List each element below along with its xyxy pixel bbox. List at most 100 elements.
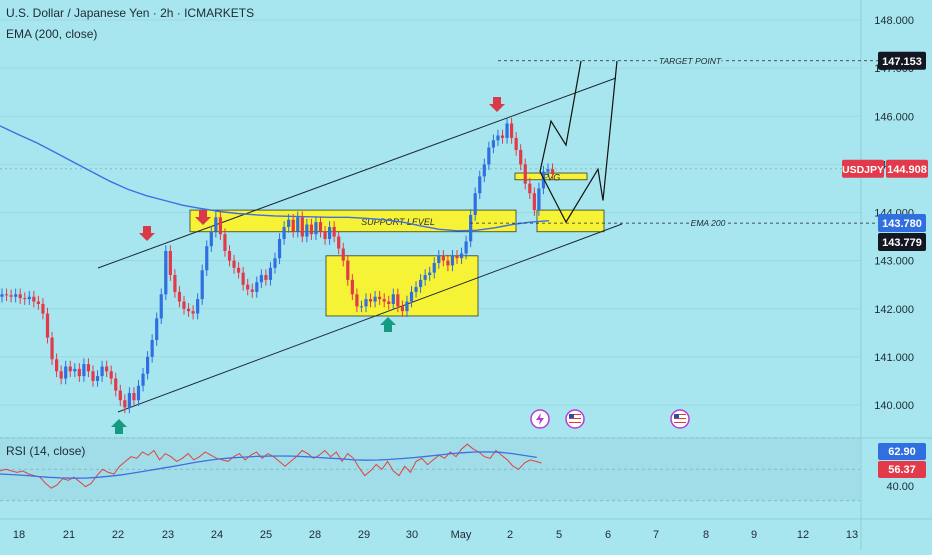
up-arrow-icon [111, 419, 127, 434]
candle-body [300, 217, 304, 237]
candle-body [77, 368, 81, 377]
rsi-tick-label: 40.00 [886, 481, 914, 493]
candle-body [387, 301, 391, 304]
candle-body [73, 368, 77, 372]
candle-body [136, 385, 141, 401]
candle-body [355, 294, 359, 307]
lightning-glyph [536, 413, 544, 425]
candle-body [296, 217, 300, 232]
price-tick-label: 141.000 [874, 352, 914, 364]
candle-body [496, 135, 500, 141]
candle-body [469, 214, 473, 242]
price-tick-label: 148.000 [874, 15, 914, 27]
candle-body [14, 294, 18, 297]
time-tick-label: 5 [556, 529, 562, 541]
candle-body [473, 193, 477, 215]
candle-body [487, 147, 491, 165]
flag-canton [569, 414, 574, 418]
channel-upper-line [97, 77, 617, 269]
candle-body [396, 294, 400, 307]
candle-body [446, 260, 450, 266]
candle-body [532, 193, 536, 211]
candle-body [186, 308, 191, 312]
price-badge-label: 143.779 [882, 237, 922, 249]
symbol-badge [842, 159, 884, 178]
candle-body [550, 169, 555, 174]
candle-body [309, 224, 313, 235]
candle-body [205, 246, 209, 271]
time-tick-label: 30 [406, 529, 418, 541]
time-tick-label: 9 [751, 529, 757, 541]
candle-body [255, 282, 259, 292]
candle-body [64, 366, 68, 379]
time-tick-label: 2 [507, 529, 513, 541]
candle-body [391, 294, 395, 304]
candle-body [218, 217, 222, 235]
candle-body [118, 390, 122, 401]
level-label: EMA 200 [691, 218, 726, 228]
candle-body [36, 301, 40, 304]
candle-body [423, 275, 427, 280]
candle-body [405, 301, 409, 312]
candle-body [82, 364, 86, 377]
candle-body [23, 298, 27, 300]
candle-body [18, 294, 22, 299]
time-tick-label: 29 [358, 529, 370, 541]
candle-body [177, 291, 182, 302]
candle-body [546, 169, 550, 172]
candle-body [9, 295, 13, 297]
candle-body [91, 371, 95, 381]
flag-canton [674, 414, 679, 418]
time-tick-label: 24 [211, 529, 223, 541]
candle-body [32, 296, 36, 302]
candle-body [146, 356, 150, 374]
candle-body [368, 299, 373, 302]
ema-line [0, 125, 550, 232]
candle-body [409, 291, 414, 302]
projection-path-2 [539, 60, 618, 224]
candle-body [482, 164, 486, 177]
candle-body [537, 188, 541, 211]
candle-body [182, 301, 186, 309]
time-tick-label: 6 [605, 529, 611, 541]
candle-body [100, 366, 104, 377]
price-badge-label: 147.153 [882, 56, 922, 68]
candle-body [45, 313, 50, 338]
rsi-badge [878, 443, 926, 460]
chart-title: U.S. Dollar / Japanese Yen · 2h · ICMARK… [6, 6, 255, 20]
flag-stripe [569, 416, 581, 417]
price-tick-label: 146.000 [874, 111, 914, 123]
candle-body [464, 241, 468, 254]
level-label: TARGET POINT [659, 56, 722, 66]
candle-body [519, 149, 523, 165]
time-tick-label: 28 [309, 529, 321, 541]
candle-body [514, 137, 518, 150]
candle-body [359, 306, 364, 308]
candle-body [364, 299, 368, 307]
candle-body [214, 217, 218, 232]
candle-body [27, 296, 31, 300]
candle-body [264, 275, 268, 280]
rsi-badge-label: 62.90 [888, 446, 916, 458]
candle-body [314, 222, 318, 235]
time-tick-label: 13 [846, 529, 858, 541]
candle-body [155, 318, 159, 341]
rsi-ma-line [0, 451, 537, 479]
price-tick-label: 143.000 [874, 256, 914, 268]
candle-body [400, 306, 404, 312]
up-arrow-icon [380, 317, 396, 332]
candle-body [382, 299, 386, 302]
time-tick-label: 8 [703, 529, 709, 541]
candle-body [528, 183, 532, 194]
candle-body [419, 279, 423, 288]
candle-body [68, 366, 72, 372]
annotations: TARGET POINT EMA 200 [111, 54, 878, 434]
candle-body [323, 231, 327, 239]
candle-body [273, 258, 277, 268]
down-arrow-icon [489, 97, 505, 112]
channel-lower-line [117, 223, 623, 413]
flag-stripe [569, 422, 581, 423]
flag-stripe [569, 420, 581, 421]
